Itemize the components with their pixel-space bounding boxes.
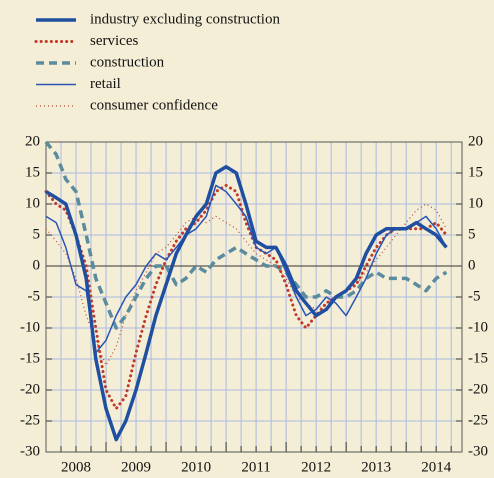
y2-tick-label: -10	[468, 319, 488, 335]
y-tick-label: -5	[28, 288, 41, 304]
series-line	[45, 203, 447, 366]
x-tick-label: 2012	[301, 459, 331, 475]
plot-frame	[45, 141, 463, 453]
x-tick-label: 2009	[121, 459, 151, 475]
x-tick-label: 2013	[361, 459, 391, 475]
y-tick-label: 0	[33, 257, 41, 273]
series-line	[44, 183, 448, 411]
y-tick-label: -10	[20, 319, 40, 335]
y2-tick-label: 10	[468, 195, 483, 211]
y-tick-label: 5	[33, 226, 41, 242]
y2-tick-label: -30	[468, 443, 488, 459]
x-tick-label: 2010	[181, 459, 211, 475]
series-line	[45, 184, 448, 354]
legend-label: consumer confidence	[90, 97, 218, 113]
legend-label: construction	[90, 54, 165, 70]
y2-tick-label: 15	[468, 164, 483, 180]
y-tick-label: 15	[25, 164, 40, 180]
legend-label: industry excluding construction	[90, 11, 280, 27]
legend-label: services	[90, 33, 138, 49]
series-line	[45, 165, 448, 442]
legend-label: retail	[90, 76, 121, 92]
y2-tick-label: -15	[468, 350, 488, 366]
y-tick-label: -25	[20, 412, 40, 428]
y-tick-label: 20	[25, 133, 40, 149]
y2-tick-label: -25	[468, 412, 488, 428]
y-tick-label: -30	[20, 443, 40, 459]
y2-tick-label: 0	[468, 257, 476, 273]
y2-tick-label: -20	[468, 381, 488, 397]
y-tick-label: -15	[20, 350, 40, 366]
y2-tick-label: 5	[468, 226, 476, 242]
x-tick-label: 2011	[241, 459, 270, 475]
x-tick-label: 2014	[421, 459, 452, 475]
y2-tick-label: 20	[468, 133, 483, 149]
x-tick-label: 2008	[61, 459, 91, 475]
y-tick-label: 10	[25, 195, 40, 211]
series-line	[44, 140, 448, 330]
y2-tick-label: -5	[468, 288, 481, 304]
y-tick-label: -20	[20, 381, 40, 397]
